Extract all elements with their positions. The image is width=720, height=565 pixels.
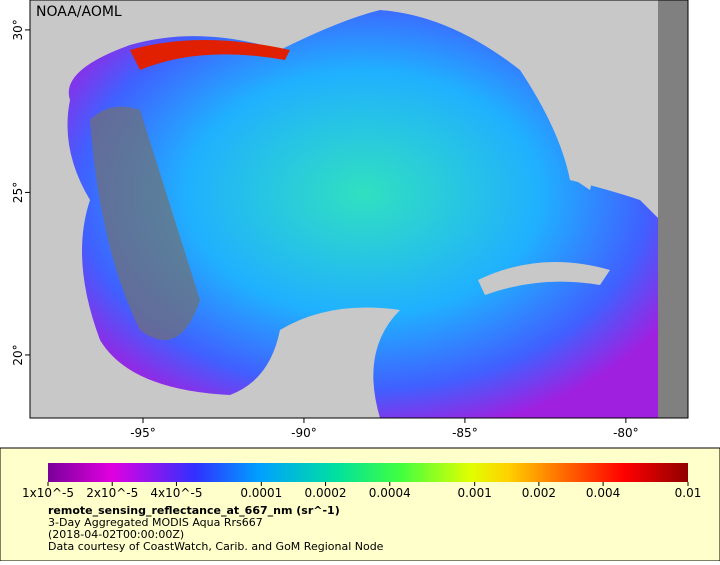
lat-tick-label: 30° [11, 19, 25, 40]
cuba [478, 262, 610, 295]
map-frame [29, 0, 689, 419]
florida [545, 40, 600, 190]
lon-tick-label: -95° [130, 426, 156, 440]
lon-tick-label: -90° [291, 426, 317, 440]
colorbar-tick-label: 0.0002 [305, 486, 347, 500]
colorbar-tick-label: 4x10^-5 [150, 486, 202, 500]
lat-tick-label: 25° [11, 182, 25, 203]
lon-tick-label: -85° [452, 426, 478, 440]
colorbar-tick-label: 0.002 [522, 486, 556, 500]
colorbar-tick-label: 0.001 [457, 486, 491, 500]
coastal-high [130, 40, 290, 70]
colorbar-tick-label: 0.0004 [369, 486, 411, 500]
colorbar-tick-label: 2x10^-5 [86, 486, 138, 500]
caption-variable: remote_sensing_reflectance_at_667_nm (sr… [48, 504, 340, 517]
colorbar-tick-label: 0.004 [586, 486, 620, 500]
axes: -95° -90° -85° -80° 30° 25° 20° [11, 19, 639, 440]
lon-tick-label: -80° [613, 426, 639, 440]
lat-tick-label: 20° [11, 344, 25, 365]
water [67, 10, 660, 418]
no-data [658, 0, 688, 418]
caption-line: Data courtesy of CoastWatch, Carib. and … [48, 540, 384, 553]
caption-line: (2018-04-02T00:00:00Z) [48, 528, 184, 541]
map-label: NOAA/AOML [36, 4, 122, 20]
cloud [90, 106, 200, 341]
colorbar-ticks: 1x10^-5 2x10^-5 4x10^-5 0.0001 0.0002 0.0004 0… [22, 482, 701, 500]
colorbar-tick-label: 1x10^-5 [22, 486, 74, 500]
colorbar [48, 463, 688, 482]
caption-line: 3-Day Aggregated MODIS Aqua Rrs667 [48, 516, 263, 529]
colorbar-tick-label: 0.0001 [240, 486, 282, 500]
colorbar-tick-label: 0.01 [675, 486, 702, 500]
